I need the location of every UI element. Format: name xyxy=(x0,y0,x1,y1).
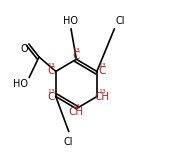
Text: 13: 13 xyxy=(98,63,106,68)
Text: HO: HO xyxy=(63,16,78,26)
Text: 13: 13 xyxy=(98,89,106,94)
Text: O: O xyxy=(20,44,28,54)
Text: C: C xyxy=(48,66,55,76)
Text: Cl: Cl xyxy=(116,16,125,26)
Text: Cl: Cl xyxy=(64,137,73,147)
Text: CH: CH xyxy=(69,107,84,117)
Text: C: C xyxy=(48,92,55,102)
Text: C: C xyxy=(73,51,80,61)
Text: CH: CH xyxy=(95,92,110,102)
Text: 13: 13 xyxy=(47,63,55,68)
Text: HO: HO xyxy=(13,79,27,89)
Text: C: C xyxy=(98,66,106,76)
Text: 13: 13 xyxy=(72,49,80,53)
Text: 13: 13 xyxy=(72,104,80,109)
Text: 13: 13 xyxy=(47,89,55,94)
